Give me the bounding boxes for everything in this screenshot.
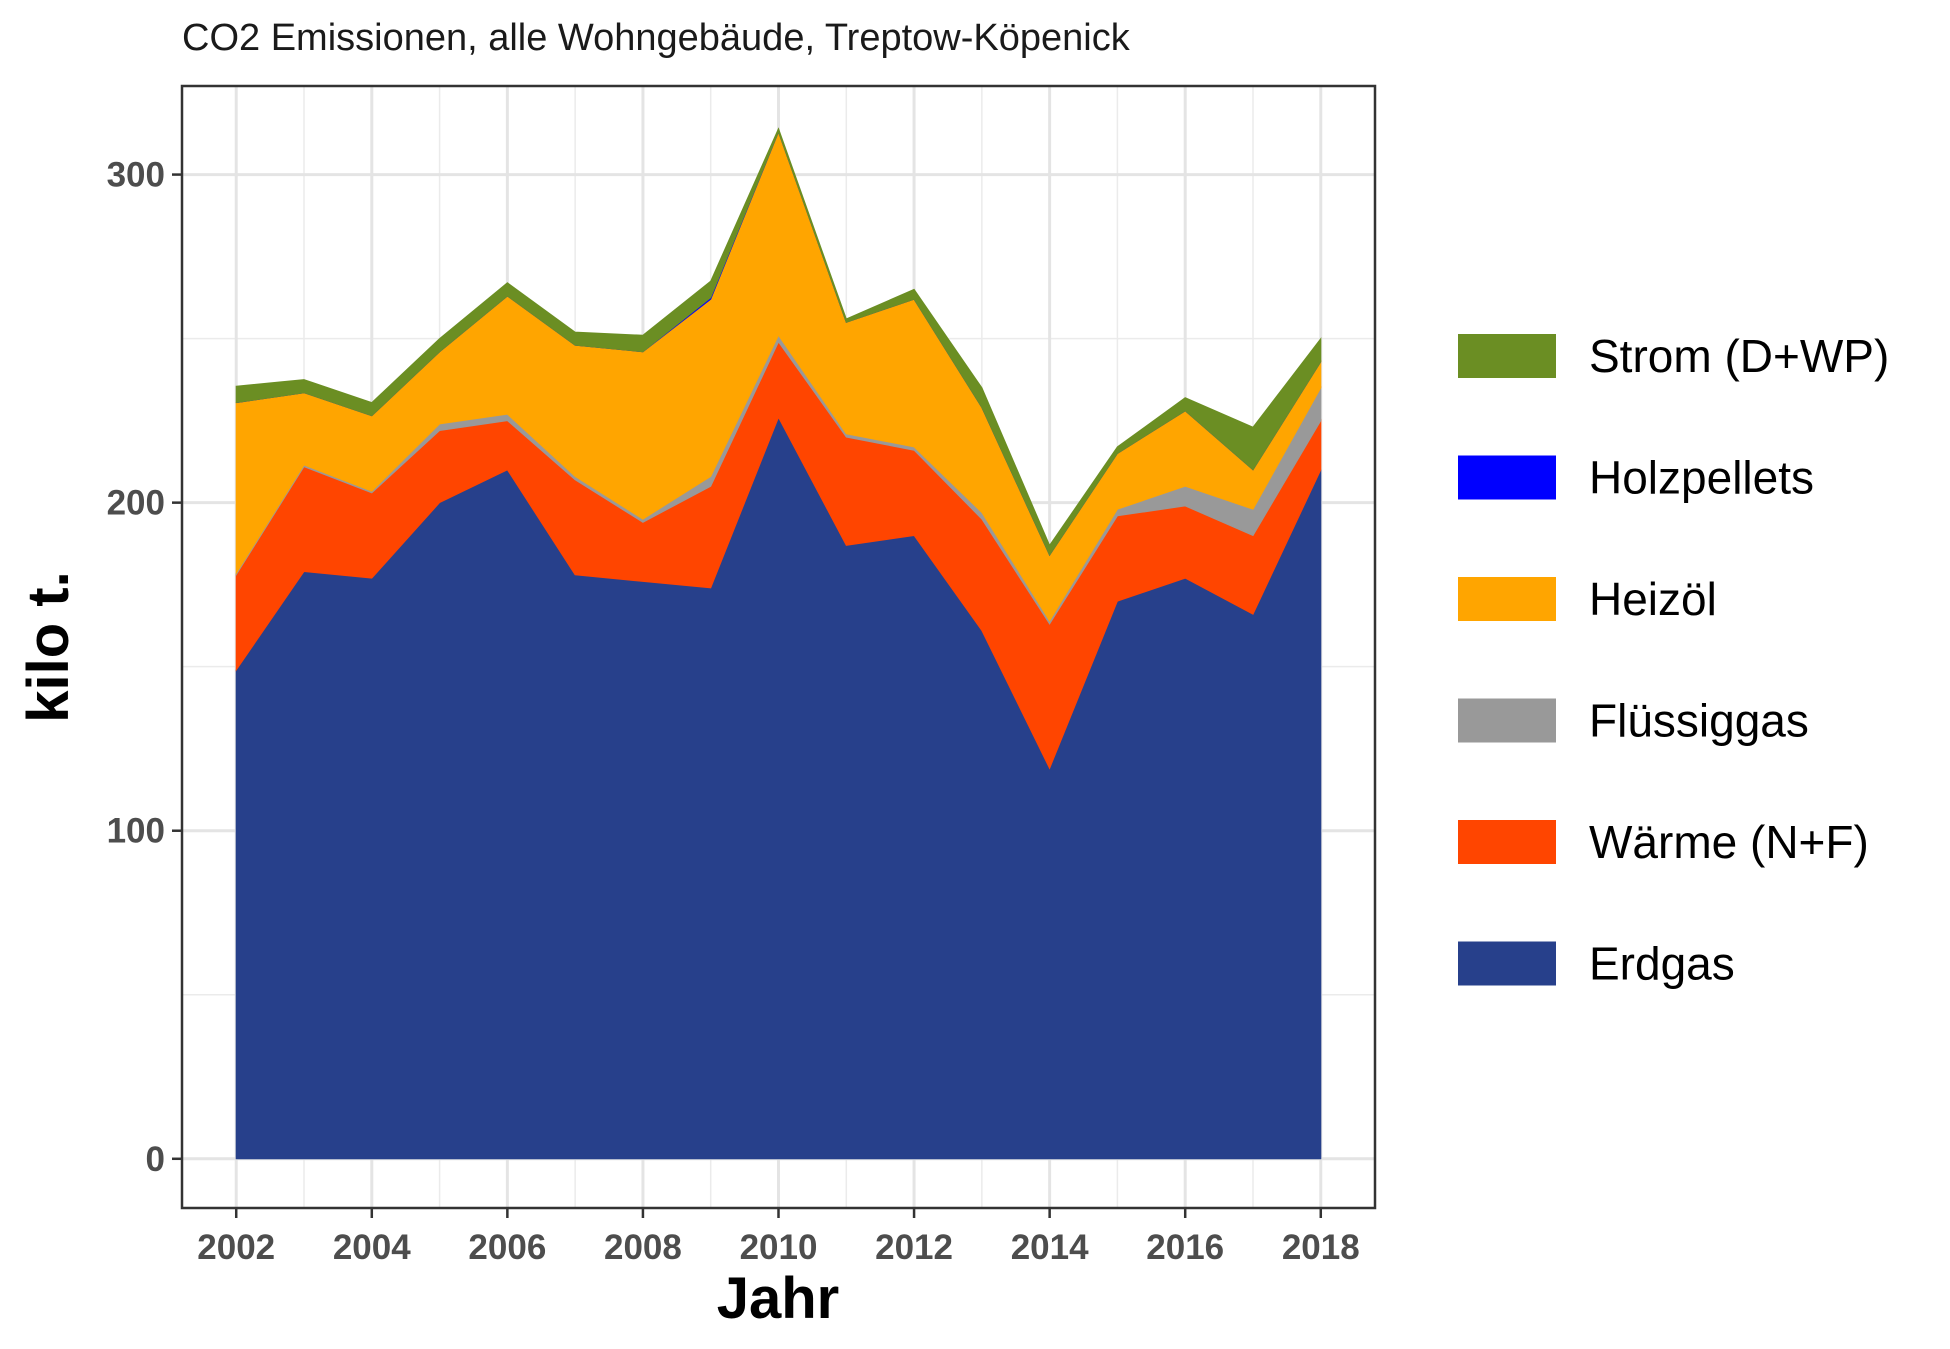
x-axis-label: Jahr xyxy=(717,1266,840,1331)
x-tick-label: 2004 xyxy=(333,1228,411,1267)
x-tick-label: 2018 xyxy=(1282,1228,1360,1267)
legend-key-strom-d-wp xyxy=(1458,334,1556,378)
legend-label-holzpellets: Holzpellets xyxy=(1589,452,1814,504)
y-axis-label: kilo t. xyxy=(16,571,81,722)
x-tick-label: 2016 xyxy=(1146,1228,1224,1267)
legend-label-strom-d-wp: Strom (D+WP) xyxy=(1589,330,1889,382)
x-tick-label: 2002 xyxy=(197,1228,275,1267)
legend-key-erdgas xyxy=(1458,941,1556,986)
x-tick-label: 2010 xyxy=(740,1228,818,1267)
legend-label-flüssiggas: Flüssiggas xyxy=(1589,695,1809,747)
y-tick-label: 300 xyxy=(107,156,165,195)
legend-key-wärme-n-f xyxy=(1458,820,1556,864)
y-tick-label: 100 xyxy=(107,812,165,851)
legend-label-heizöl: Heizöl xyxy=(1589,573,1717,625)
x-tick-label: 2014 xyxy=(1011,1228,1089,1267)
chart-title: CO2 Emissionen, alle Wohngebäude, Trepto… xyxy=(182,17,1131,59)
legend-label-wärme-n-f: Wärme (N+F) xyxy=(1589,816,1869,868)
legend-label-erdgas: Erdgas xyxy=(1589,938,1735,990)
y-tick-label: 200 xyxy=(107,484,165,523)
x-tick-label: 2008 xyxy=(604,1228,682,1267)
x-axis: 2002 2004 2006 2008 2010 2012 2014 2016 2018 xyxy=(197,1208,1360,1267)
legend: Strom (D+WP) Holzpellets Heizöl Flüssiggas W… xyxy=(1458,330,1889,990)
x-tick-label: 2012 xyxy=(875,1228,953,1267)
legend-key-holzpellets xyxy=(1458,455,1556,500)
y-axis: 0 100 200 300 xyxy=(107,156,182,1179)
x-tick-label: 2006 xyxy=(468,1228,546,1267)
area-series-group xyxy=(235,127,1322,1160)
legend-key-flüssiggas xyxy=(1458,698,1556,743)
y-tick-label: 0 xyxy=(146,1140,165,1179)
legend-key-heizöl xyxy=(1458,577,1556,621)
area-strom-d-wp xyxy=(235,127,1322,557)
